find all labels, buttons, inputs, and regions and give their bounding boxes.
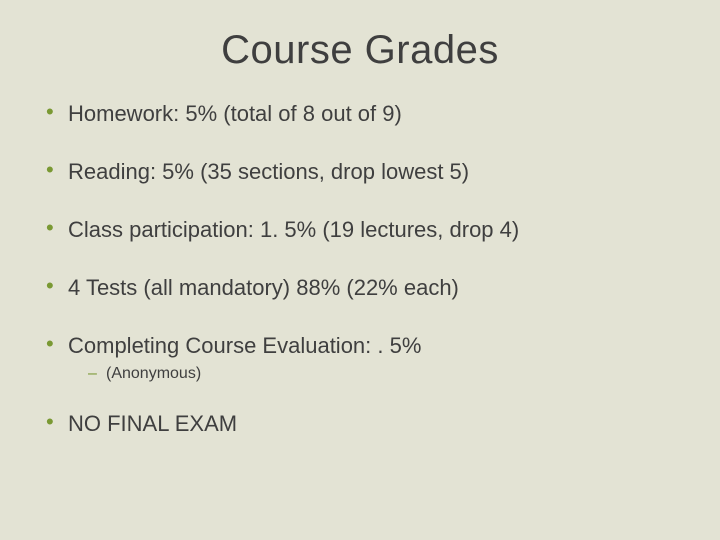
sub-list-item: (Anonymous)	[88, 365, 680, 383]
list-item: Class participation: 1. 5% (19 lectures,…	[40, 217, 680, 243]
list-item-text: 4 Tests (all mandatory) 88% (22% each)	[68, 275, 459, 300]
list-item: NO FINAL EXAM	[40, 411, 680, 437]
list-item-text: Class participation: 1. 5% (19 lectures,…	[68, 217, 519, 242]
bullet-list: Homework: 5% (total of 8 out of 9) Readi…	[40, 101, 680, 437]
list-item: 4 Tests (all mandatory) 88% (22% each)	[40, 275, 680, 301]
slide: Course Grades Homework: 5% (total of 8 o…	[0, 0, 720, 540]
list-item-text: Homework: 5% (total of 8 out of 9)	[68, 101, 402, 126]
list-item-text: Reading: 5% (35 sections, drop lowest 5)	[68, 159, 469, 184]
list-item-text: NO FINAL EXAM	[68, 411, 237, 436]
list-item-text: Completing Course Evaluation: . 5%	[68, 333, 421, 358]
sub-list-item-text: (Anonymous)	[106, 365, 201, 382]
list-item: Homework: 5% (total of 8 out of 9)	[40, 101, 680, 127]
list-item: Completing Course Evaluation: . 5% (Anon…	[40, 333, 680, 383]
sub-list: (Anonymous)	[88, 365, 680, 383]
slide-title: Course Grades	[40, 28, 680, 73]
list-item: Reading: 5% (35 sections, drop lowest 5)	[40, 159, 680, 185]
